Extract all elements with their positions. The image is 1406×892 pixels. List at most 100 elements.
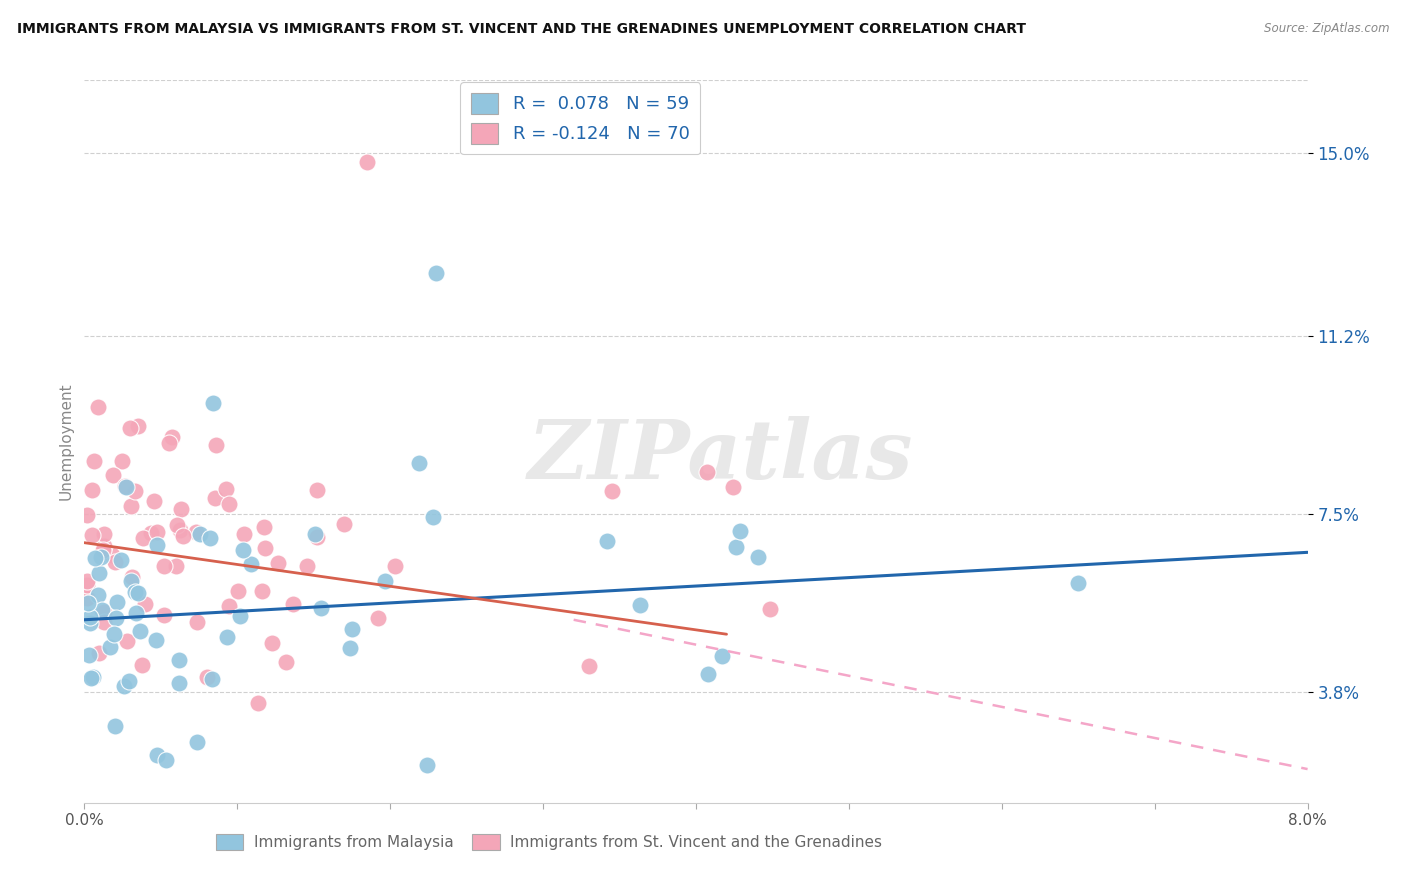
- Text: ZIPatlas: ZIPatlas: [527, 416, 912, 496]
- Point: [82, 670, 104, 684]
- Point: [77, 648, 100, 663]
- Point: [281, 597, 304, 611]
- Point: [166, 518, 188, 533]
- Point: [201, 395, 224, 409]
- Point: [91, 603, 114, 617]
- Point: [169, 523, 191, 537]
- Point: [367, 611, 389, 625]
- Point: [628, 599, 651, 613]
- Point: [112, 679, 135, 693]
- Point: [696, 466, 718, 480]
- Point: [90, 549, 112, 564]
- Point: [309, 601, 332, 615]
- Point: [120, 421, 142, 435]
- Point: [110, 552, 132, 566]
- Point: [153, 608, 176, 623]
- Point: [384, 559, 406, 574]
- Point: [195, 670, 218, 684]
- Point: [239, 558, 262, 572]
- Point: [124, 585, 146, 599]
- Point: [114, 478, 136, 492]
- Point: [93, 526, 115, 541]
- Point: [80, 671, 103, 685]
- Point: [721, 479, 744, 493]
- Point: [80, 483, 103, 497]
- Point: [422, 509, 444, 524]
- Point: [139, 526, 162, 541]
- Point: [254, 541, 277, 555]
- Point: [142, 494, 165, 508]
- Point: [127, 419, 149, 434]
- Point: [146, 538, 169, 552]
- Point: [83, 454, 105, 468]
- Point: [101, 548, 124, 562]
- Point: [145, 748, 167, 763]
- Point: [425, 266, 447, 280]
- Point: [267, 557, 290, 571]
- Point: [79, 610, 101, 624]
- Point: [103, 627, 125, 641]
- Point: [596, 533, 619, 548]
- Point: [162, 430, 184, 444]
- Point: [145, 524, 167, 539]
- Point: [186, 615, 208, 629]
- Point: [232, 543, 254, 558]
- Point: [710, 649, 733, 664]
- Point: [76, 574, 98, 588]
- Legend: Immigrants from Malaysia, Immigrants from St. Vincent and the Grenadines: Immigrants from Malaysia, Immigrants fro…: [209, 829, 889, 856]
- Point: [226, 583, 249, 598]
- Point: [215, 630, 238, 644]
- Point: [229, 609, 252, 624]
- Point: [118, 673, 141, 688]
- Point: [152, 559, 174, 574]
- Point: [83, 551, 105, 566]
- Point: [76, 595, 98, 609]
- Point: [115, 480, 138, 494]
- Point: [332, 516, 354, 531]
- Point: [121, 570, 143, 584]
- Point: [747, 549, 769, 564]
- Point: [252, 583, 274, 598]
- Text: IMMIGRANTS FROM MALAYSIA VS IMMIGRANTS FROM ST. VINCENT AND THE GRENADINES UNEMP: IMMIGRANTS FROM MALAYSIA VS IMMIGRANTS F…: [17, 22, 1026, 37]
- Point: [600, 483, 623, 498]
- Point: [305, 483, 328, 497]
- Point: [87, 588, 110, 602]
- Point: [246, 696, 269, 710]
- Point: [276, 655, 298, 669]
- Point: [184, 524, 207, 539]
- Point: [125, 606, 148, 620]
- Point: [172, 529, 194, 543]
- Point: [218, 599, 240, 613]
- Point: [188, 527, 211, 541]
- Point: [104, 555, 127, 569]
- Point: [111, 454, 134, 468]
- Point: [93, 539, 115, 553]
- Point: [89, 566, 111, 581]
- Point: [408, 456, 430, 470]
- Point: [186, 735, 208, 749]
- Point: [340, 622, 363, 636]
- Point: [93, 615, 115, 629]
- Y-axis label: Unemployment: Unemployment: [58, 383, 73, 500]
- Point: [127, 585, 149, 599]
- Point: [339, 640, 361, 655]
- Point: [76, 508, 98, 522]
- Point: [120, 500, 142, 514]
- Point: [101, 468, 124, 483]
- Point: [80, 528, 103, 542]
- Point: [93, 542, 115, 557]
- Point: [93, 605, 115, 619]
- Point: [120, 574, 142, 589]
- Point: [167, 676, 190, 690]
- Point: [204, 438, 226, 452]
- Point: [204, 491, 226, 505]
- Point: [218, 497, 240, 511]
- Point: [201, 673, 224, 687]
- Point: [253, 520, 276, 534]
- Point: [262, 636, 284, 650]
- Point: [356, 155, 378, 169]
- Point: [134, 597, 156, 611]
- Point: [117, 633, 139, 648]
- Point: [1067, 576, 1090, 591]
- Point: [157, 436, 180, 450]
